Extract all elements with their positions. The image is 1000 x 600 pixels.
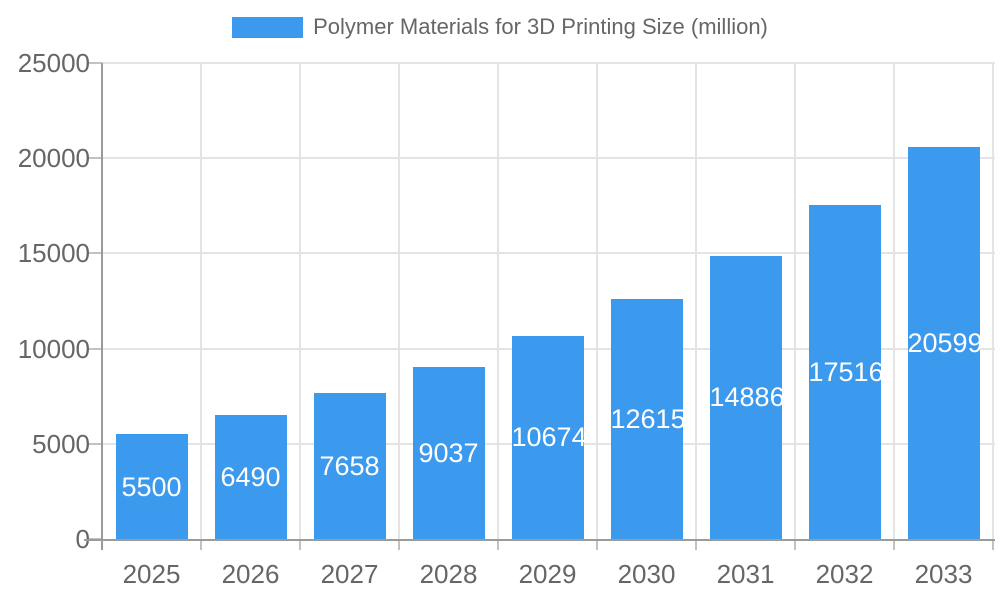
bar-value-label: 12615 bbox=[610, 403, 686, 434]
legend-label: Polymer Materials for 3D Printing Size (… bbox=[313, 14, 768, 39]
x-tick-label: 2027 bbox=[320, 559, 379, 589]
bar[interactable]: 12615 bbox=[610, 298, 686, 539]
bar-value-label: 14886 bbox=[709, 382, 785, 413]
bar[interactable]: 9037 bbox=[412, 366, 485, 539]
bar-value-label: 10674 bbox=[511, 422, 587, 453]
horizontal-gridline bbox=[102, 62, 995, 64]
bar[interactable]: 10674 bbox=[511, 335, 587, 539]
x-axis-tick bbox=[497, 539, 499, 550]
x-tick-label: 2032 bbox=[815, 559, 874, 589]
legend-item[interactable]: Polymer Materials for 3D Printing Size (… bbox=[0, 0, 1000, 54]
x-axis-tick bbox=[299, 539, 301, 550]
x-tick-label: 2030 bbox=[617, 559, 676, 589]
bar[interactable]: 17516 bbox=[808, 205, 884, 539]
x-axis-line bbox=[84, 539, 995, 541]
vertical-gridline bbox=[992, 63, 994, 539]
x-axis-tick bbox=[398, 539, 400, 550]
bar-value-label: 7658 bbox=[319, 451, 380, 482]
bar-value-label: 5500 bbox=[121, 471, 182, 502]
bar[interactable]: 6490 bbox=[214, 415, 287, 539]
x-tick-label: 2028 bbox=[419, 559, 478, 589]
plot-area: 0 5000 10000 15000 20000 25000 5500 2025 6490 202… bbox=[18, 49, 995, 588]
vertical-gridline bbox=[497, 63, 499, 539]
bar-value-label: 6490 bbox=[220, 462, 281, 493]
vertical-gridline bbox=[893, 63, 895, 539]
y-tick-label: 0 bbox=[75, 524, 90, 554]
bar-value-label: 9037 bbox=[418, 437, 479, 468]
bar[interactable]: 5500 bbox=[115, 434, 188, 539]
legend-color-swatch bbox=[232, 16, 304, 38]
y-axis-tick bbox=[88, 157, 102, 160]
x-axis-tick bbox=[200, 539, 202, 550]
y-tick-label: 25000 bbox=[17, 48, 90, 78]
x-axis-tick bbox=[794, 539, 796, 550]
horizontal-gridline bbox=[102, 157, 995, 160]
vertical-gridline bbox=[200, 63, 202, 539]
y-axis-line bbox=[101, 63, 103, 550]
vertical-gridline bbox=[596, 63, 598, 539]
x-axis-tick bbox=[596, 539, 598, 550]
x-tick-label: 2031 bbox=[716, 559, 775, 589]
y-tick-label: 5000 bbox=[32, 428, 90, 459]
x-axis-tick bbox=[992, 539, 994, 550]
y-axis-tick bbox=[88, 252, 102, 255]
y-axis-tick bbox=[88, 442, 102, 445]
x-tick-label: 2025 bbox=[122, 559, 181, 589]
vertical-gridline bbox=[794, 63, 796, 539]
x-tick-label: 2029 bbox=[518, 559, 577, 589]
vertical-gridline bbox=[695, 63, 697, 539]
bar[interactable]: 14886 bbox=[709, 255, 785, 539]
y-axis-tick bbox=[88, 347, 102, 350]
x-axis-tick bbox=[893, 539, 895, 550]
y-tick-label: 20000 bbox=[17, 143, 90, 174]
y-tick-label: 10000 bbox=[17, 333, 90, 364]
x-tick-label: 2026 bbox=[221, 559, 280, 589]
y-axis-tick bbox=[88, 62, 102, 64]
bar-value-label: 20599 bbox=[907, 327, 983, 358]
horizontal-gridline bbox=[102, 252, 995, 255]
bar[interactable]: 7658 bbox=[313, 393, 386, 539]
x-axis-tick bbox=[695, 539, 697, 550]
y-tick-label: 15000 bbox=[17, 238, 90, 269]
bar-value-label: 17516 bbox=[808, 357, 884, 388]
x-tick-label: 2033 bbox=[914, 559, 973, 589]
vertical-gridline bbox=[299, 63, 301, 539]
bar[interactable]: 20599 bbox=[907, 146, 983, 539]
vertical-gridline bbox=[398, 63, 400, 539]
